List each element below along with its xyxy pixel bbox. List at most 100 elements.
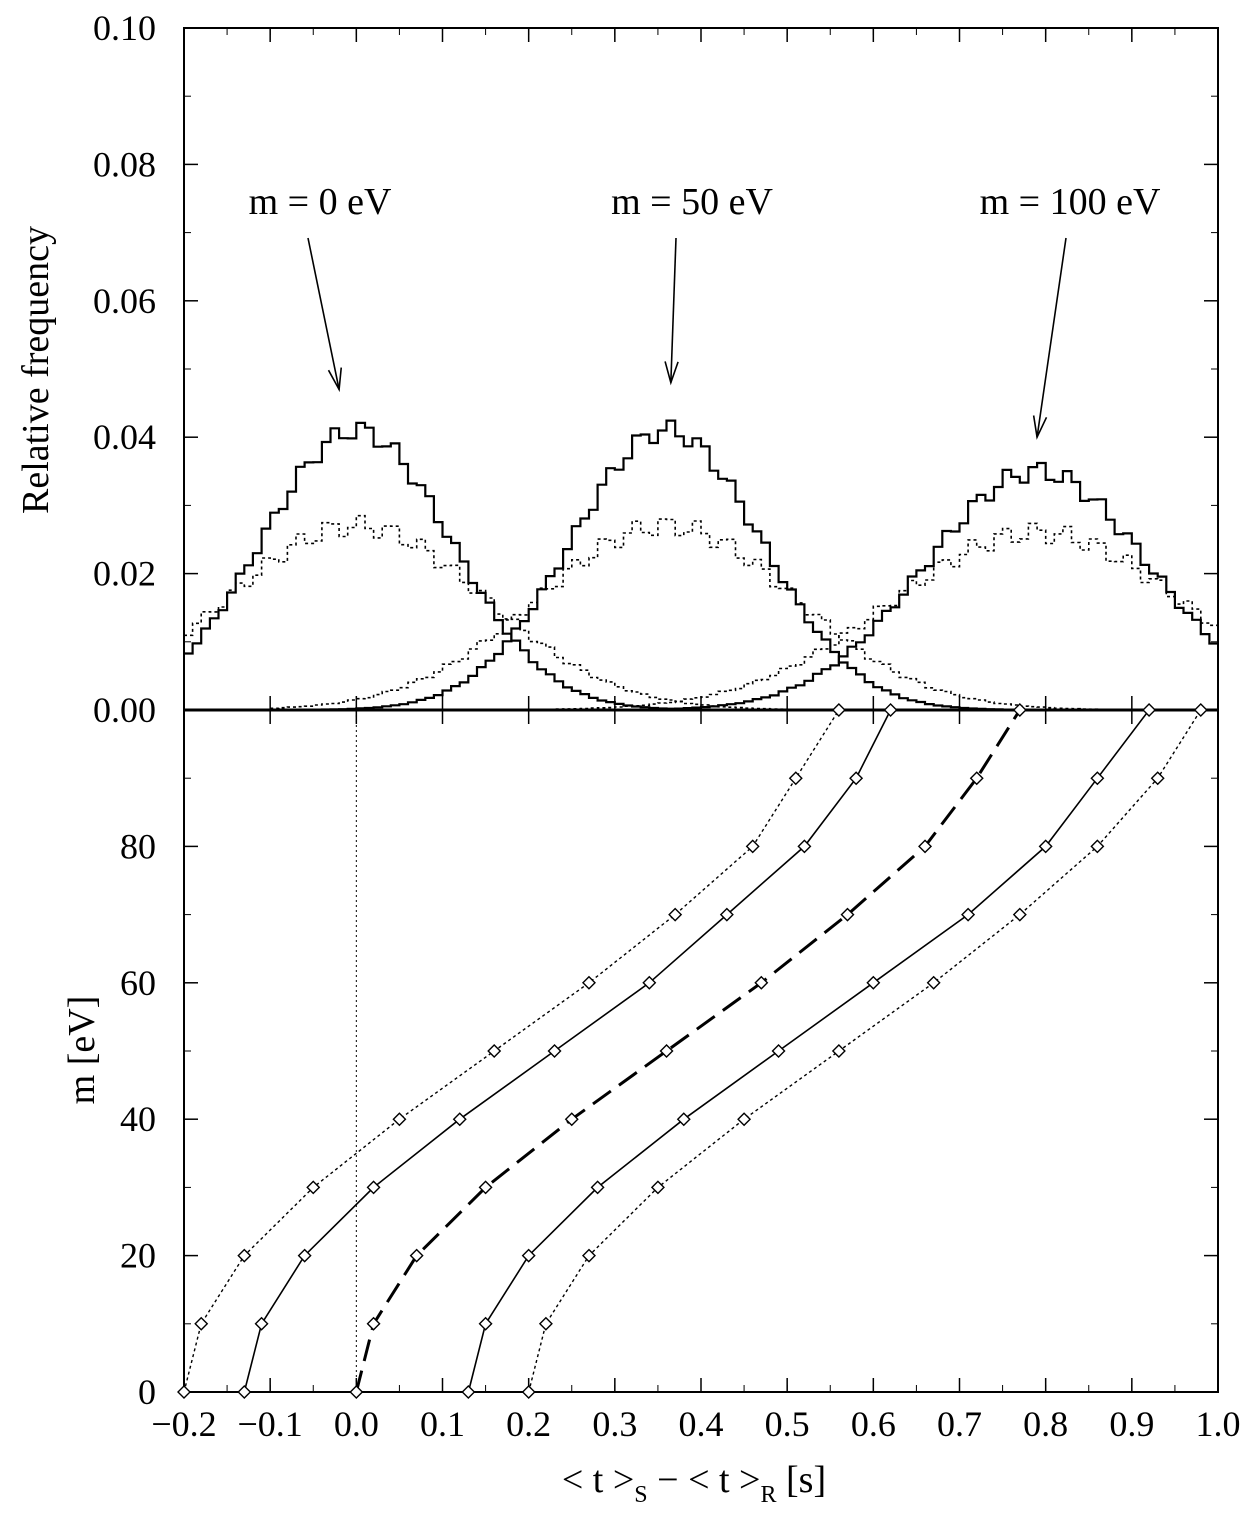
data-point-marker <box>737 1112 752 1127</box>
data-point-marker <box>564 1112 579 1127</box>
data-point-marker <box>581 975 596 990</box>
data-point-marker <box>1090 839 1105 854</box>
data-point-marker <box>194 1316 209 1331</box>
data-point-marker <box>478 1180 493 1195</box>
mass-annotation: m = 100 eV <box>980 181 1161 223</box>
data-point-marker <box>659 1044 674 1058</box>
data-point-marker <box>642 975 657 990</box>
data-point-marker <box>754 975 769 990</box>
x-tick-label: 0.6 <box>851 1404 896 1444</box>
data-point-marker <box>590 1180 605 1195</box>
data-point-marker <box>1150 771 1165 786</box>
mass-curve-dotted <box>528 709 1202 1393</box>
data-point-marker <box>797 839 812 854</box>
x-tick-label: 0.5 <box>765 1404 810 1444</box>
data-point-marker <box>831 703 846 717</box>
histogram-dotted <box>442 522 1218 711</box>
x-tick-label: 0.4 <box>679 1404 724 1444</box>
top-y-tick-label: 0.10 <box>93 8 156 48</box>
data-point-marker <box>297 1248 312 1263</box>
data-point-marker <box>237 1248 252 1263</box>
data-point-marker <box>918 839 933 854</box>
bottom-y-tick-label: 20 <box>120 1236 156 1276</box>
x-tick-label: 0.8 <box>1023 1404 1068 1444</box>
data-point-marker <box>521 1385 536 1399</box>
data-point-marker <box>581 1248 596 1263</box>
x-tick-label: 1.0 <box>1196 1404 1241 1444</box>
x-tick-label: 0.1 <box>420 1404 465 1444</box>
data-point-marker <box>1193 703 1208 717</box>
mass-panel <box>177 703 1219 1399</box>
data-point-marker <box>771 1044 786 1058</box>
data-point-marker <box>452 1112 467 1127</box>
annotation-arrowhead <box>664 361 679 386</box>
data-point-marker <box>538 1316 553 1331</box>
data-point-marker <box>521 1248 536 1263</box>
x-axis-title-part: [s] <box>777 1459 827 1501</box>
data-point-marker <box>788 771 803 786</box>
data-point-marker <box>547 1044 562 1058</box>
data-point-marker <box>487 1044 502 1058</box>
top-y-tick-label: 0.00 <box>93 690 156 730</box>
data-point-marker <box>1142 703 1157 717</box>
mass-curve-dashed <box>354 709 1022 1393</box>
mass-annotation: m = 50 eV <box>611 181 773 223</box>
bottom-plot-frame <box>183 709 1219 1393</box>
data-point-marker <box>366 1316 381 1331</box>
x-tick-label: 0.9 <box>1109 1404 1154 1444</box>
annotation-arrowhead <box>1032 415 1048 440</box>
bottom-y-axis-title: m [eV] <box>61 996 103 1105</box>
annotation-arrow <box>307 237 340 390</box>
x-tick-label: 0.0 <box>334 1404 379 1444</box>
bottom-y-tick-label: 40 <box>120 1099 156 1139</box>
data-point-marker <box>1012 907 1027 922</box>
bottom-y-tick-label: 80 <box>120 826 156 866</box>
data-point-marker <box>1090 771 1105 786</box>
data-point-marker <box>237 1385 252 1399</box>
data-point-marker <box>926 975 941 990</box>
data-point-marker <box>254 1316 269 1331</box>
x-axis-title-part: < t > <box>562 1459 634 1501</box>
bottom-y-tick-label: 60 <box>120 963 156 1003</box>
data-point-marker <box>461 1385 476 1399</box>
histogram-panel <box>183 27 1219 724</box>
top-y-tick-label: 0.04 <box>93 417 156 457</box>
data-point-marker <box>177 1385 191 1399</box>
data-point-marker <box>961 907 976 922</box>
x-axis-title-part: R <box>761 1482 777 1508</box>
data-point-marker <box>349 1385 364 1399</box>
data-point-marker <box>1038 839 1053 854</box>
x-axis-title-part: S <box>634 1482 647 1508</box>
x-axis-title-part: − < t > <box>648 1459 761 1501</box>
data-point-marker <box>831 1044 846 1058</box>
data-point-marker <box>478 1316 493 1331</box>
mass-annotation: m = 0 eV <box>249 181 392 223</box>
data-point-marker <box>650 1180 665 1195</box>
top-y-axis-title: Relative frequency <box>15 226 57 514</box>
data-point-marker <box>969 771 984 786</box>
data-point-marker <box>306 1180 321 1195</box>
bottom-y-tick-label: 0 <box>138 1372 156 1412</box>
data-point-marker <box>676 1112 691 1127</box>
histogram-solid <box>270 419 1175 712</box>
histogram-solid <box>442 461 1218 712</box>
x-tick-label: 0.2 <box>506 1404 551 1444</box>
top-y-tick-label: 0.08 <box>93 144 156 184</box>
data-point-marker <box>883 703 898 717</box>
data-point-marker <box>1012 703 1027 717</box>
annotation-arrow <box>1036 237 1067 438</box>
data-point-marker <box>409 1248 424 1263</box>
x-tick-label: −0.1 <box>238 1404 303 1444</box>
top-y-tick-label: 0.06 <box>93 281 156 321</box>
x-tick-label: 0.3 <box>592 1404 637 1444</box>
x-tick-label: 0.7 <box>937 1404 982 1444</box>
histogram-dotted <box>270 518 1175 711</box>
top-y-tick-label: 0.02 <box>93 554 156 594</box>
x-tick-label: −0.2 <box>151 1404 216 1444</box>
data-point-marker <box>745 839 760 854</box>
annotation-arrow <box>670 237 677 383</box>
top-plot-frame <box>183 27 1219 711</box>
data-point-marker <box>366 1180 381 1195</box>
x-axis-title: < t >S − < t >R [s] <box>562 1459 826 1508</box>
